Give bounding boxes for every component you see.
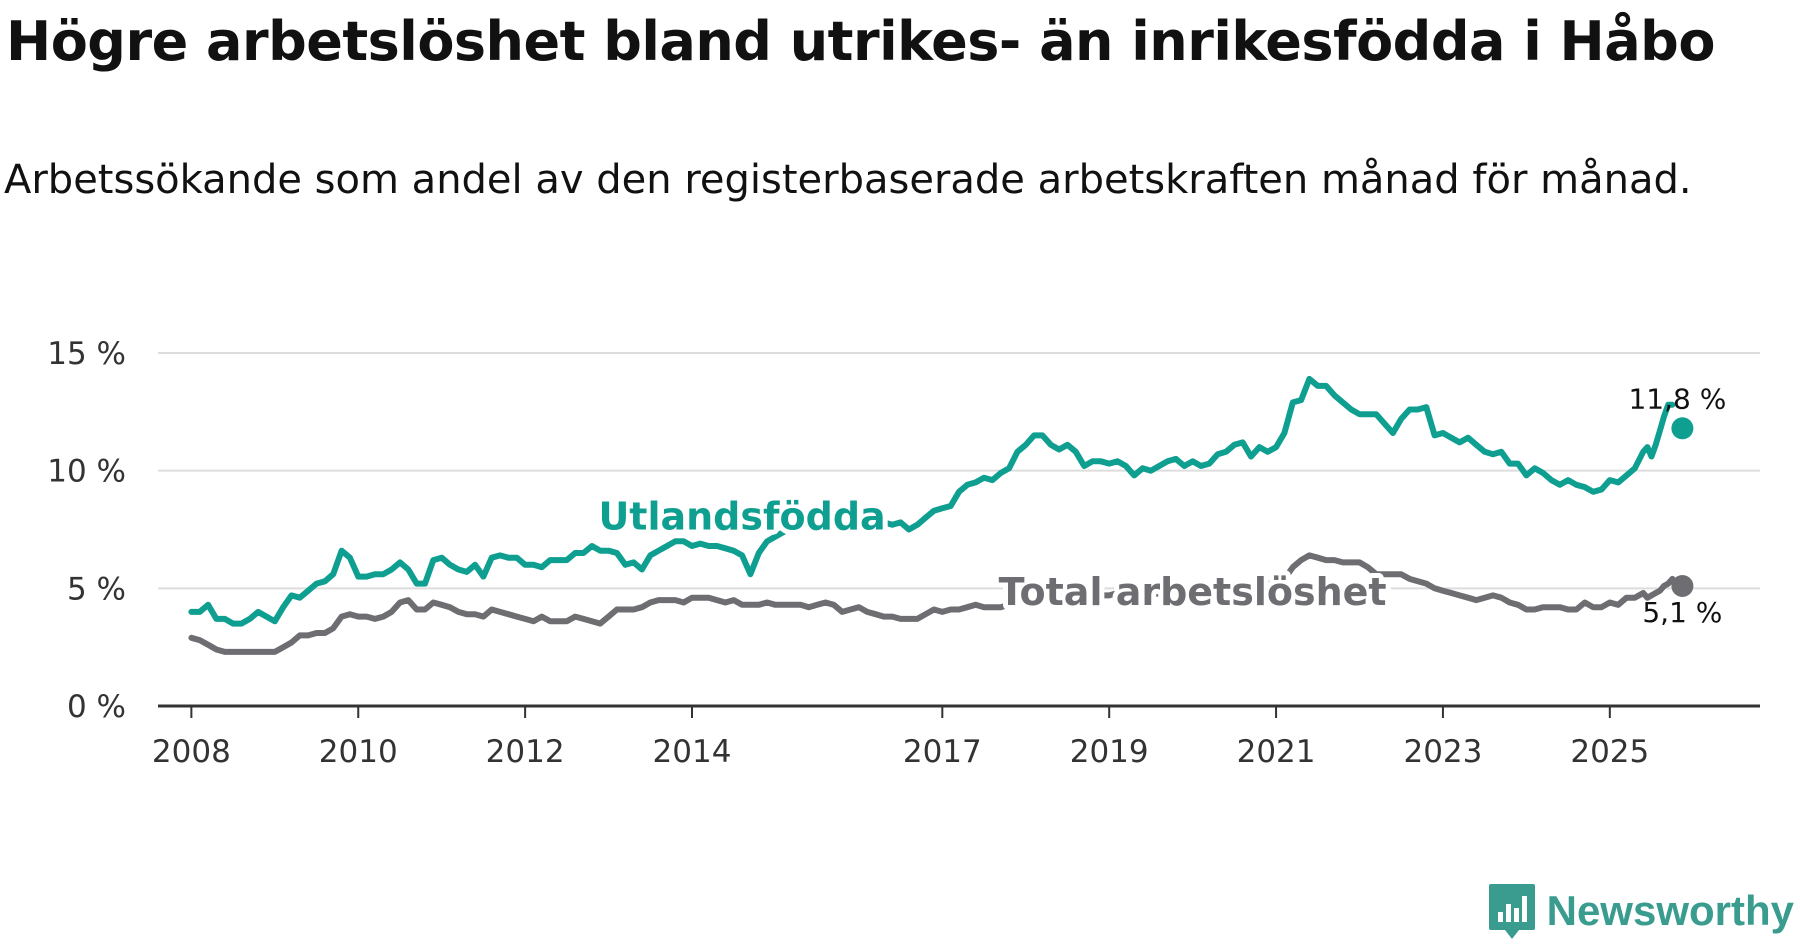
- y-tick-label: 5 %: [67, 571, 126, 607]
- x-tick-label: 2012: [486, 734, 565, 770]
- x-axis-ticks: 2008 2010 2012 2014 2017 2019 2021 2023 2025: [152, 706, 1649, 770]
- series-label-halo: Utlandsfödda: [598, 495, 885, 539]
- x-tick-label: 2019: [1070, 734, 1149, 770]
- chart-title: Högre arbetslöshet bland utrikes- än inr…: [6, 10, 1715, 73]
- series-label-halo: Total arbetslöshet: [999, 570, 1387, 614]
- newsworthy-brand: Newsworthy: [1487, 882, 1794, 940]
- end-point-foreign: [1671, 417, 1694, 440]
- chart-subtitle: Arbetssökande som andel av den registerb…: [4, 157, 1692, 203]
- end-label-foreign: 11,8 %: [1628, 382, 1726, 415]
- gridlines: [158, 352, 1760, 708]
- y-tick-label: 10 %: [47, 454, 126, 490]
- series-label-foreign: Utlandsfödda: [598, 495, 885, 539]
- x-tick-label: 2025: [1570, 734, 1649, 770]
- series-line-total: [188, 552, 1676, 655]
- y-tick-label: 0 %: [67, 689, 126, 725]
- series-label-total: Total arbetslöshet: [999, 570, 1387, 614]
- y-tick-label: 15 %: [47, 336, 126, 372]
- x-tick-label: 2014: [653, 734, 732, 770]
- x-tick-label: 2021: [1237, 734, 1316, 770]
- bar-chart-speech-icon: [1488, 884, 1535, 939]
- x-tick-label: 2017: [903, 734, 982, 770]
- end-label-total: 5,1 %: [1642, 596, 1722, 629]
- line-chart: 0 %5 %10 %15 % 2008 2010 2012 2014 2017 2019 2…: [47, 336, 1760, 770]
- series-labels: 11,8 %5,1 %UtlandsföddaUtlandsföddaTotal…: [593, 382, 1726, 629]
- series-line-foreign: [188, 375, 1676, 627]
- y-axis-ticks: 0 % 5 % 10 % 15 %: [47, 336, 126, 725]
- x-tick-label: 2023: [1403, 734, 1482, 770]
- x-tick-label: 2010: [319, 734, 398, 770]
- end-point-total: [1671, 574, 1694, 597]
- series-lines: [188, 375, 1694, 655]
- x-tick-label: 2008: [152, 734, 231, 770]
- brand-name: Newsworthy: [1546, 887, 1794, 934]
